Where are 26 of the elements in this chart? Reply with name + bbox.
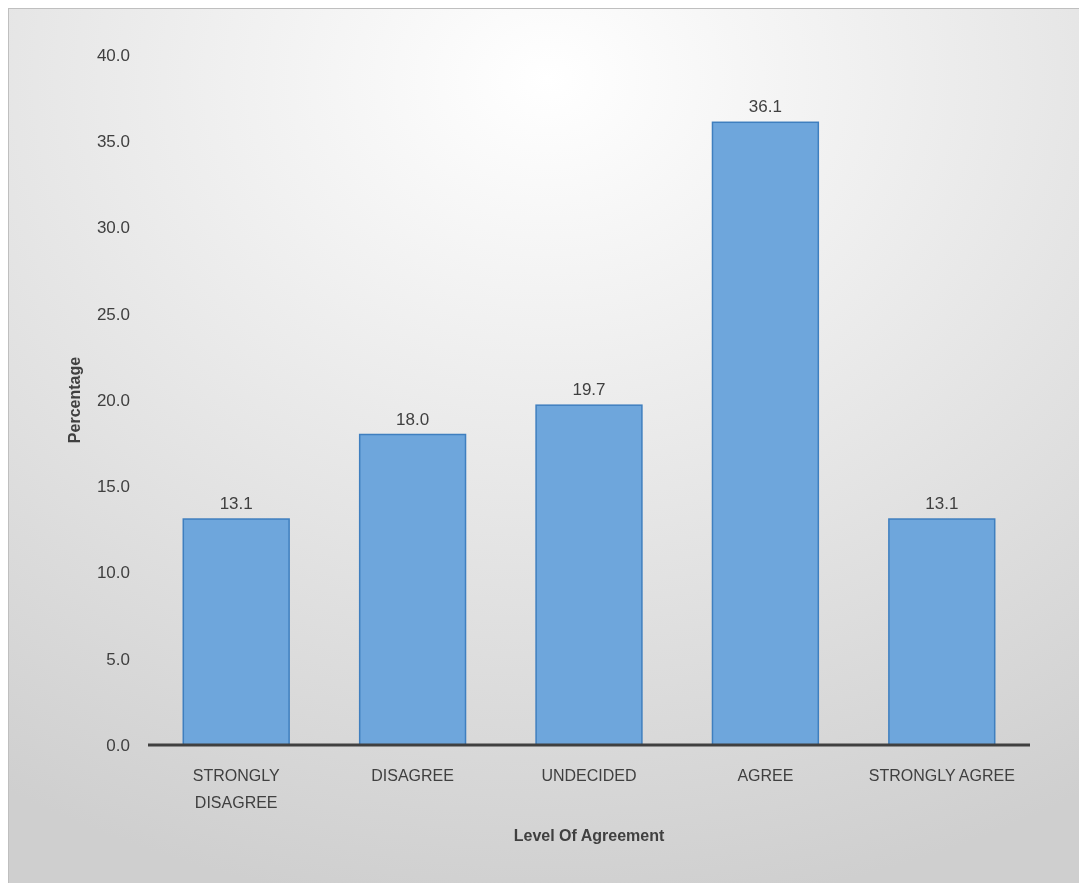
bar [358,433,467,746]
x-tick-label: STRONGLY AGREE [868,767,1015,784]
y-tick-label: 15.0 [96,477,130,497]
bar [888,518,996,746]
x-axis-title: Level Of Agreement [513,827,665,844]
y-axis-title: Percentage [66,356,83,444]
y-tick-label: 40.0 [96,45,130,65]
x-tick-label: STRONGLY DISAGREE [192,767,280,811]
bar [711,121,820,746]
x-tick-label: DISAGREE [371,767,454,784]
bar [182,518,290,746]
y-tick-label: 0.0 [106,735,130,755]
bar [535,404,643,746]
y-tick-label: 5.0 [106,649,130,669]
data-label: 13.1 [925,494,959,514]
data-label: 19.7 [572,380,606,400]
x-tick-label: AGREE [737,767,794,784]
data-label: 13.1 [219,494,253,514]
data-label: 36.1 [748,97,782,117]
y-tick-label: 25.0 [96,304,130,324]
x-tick-label: UNDECIDED [541,767,637,784]
y-tick-label: 20.0 [96,390,130,410]
y-tick-label: 35.0 [96,132,130,152]
y-tick-label: 30.0 [96,218,130,238]
y-tick-label: 10.0 [96,563,130,583]
data-label: 18.0 [396,409,430,429]
